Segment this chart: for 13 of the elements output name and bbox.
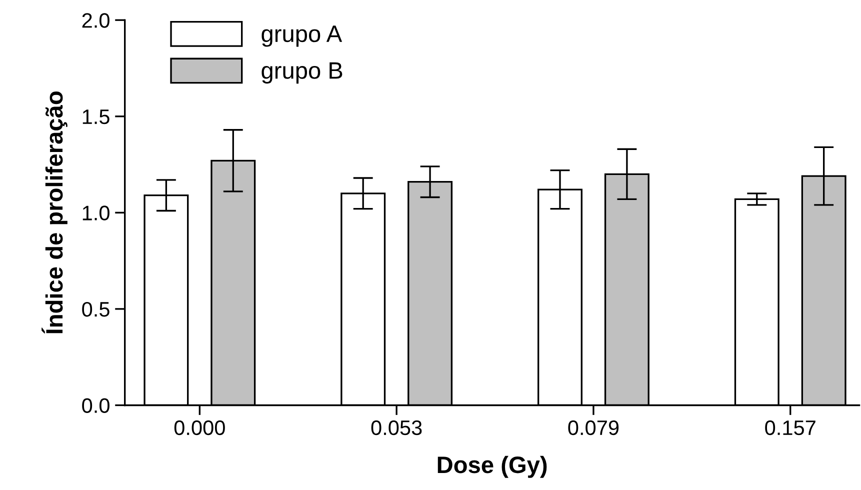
y-tick-label: 2.0	[82, 13, 110, 28]
legend-label: grupo A	[262, 26, 342, 47]
y-tick-label: 0.0	[82, 398, 110, 413]
y-tick-label: 0.5	[82, 302, 110, 317]
y-tick-label: 1.0	[82, 206, 110, 220]
y-tick-label: 1.5	[82, 110, 110, 124]
x-axis-title: Dose (Gy)	[438, 456, 547, 478]
y-axis-title: Índice de proliferação	[42, 92, 68, 334]
x-tick-label: 0.000	[174, 420, 225, 436]
x-tick-label: 0.157	[765, 420, 816, 436]
legend-label: grupo B	[262, 62, 342, 84]
x-tick-label: 0.053	[371, 420, 422, 436]
x-tick-label: 0.079	[568, 420, 619, 436]
